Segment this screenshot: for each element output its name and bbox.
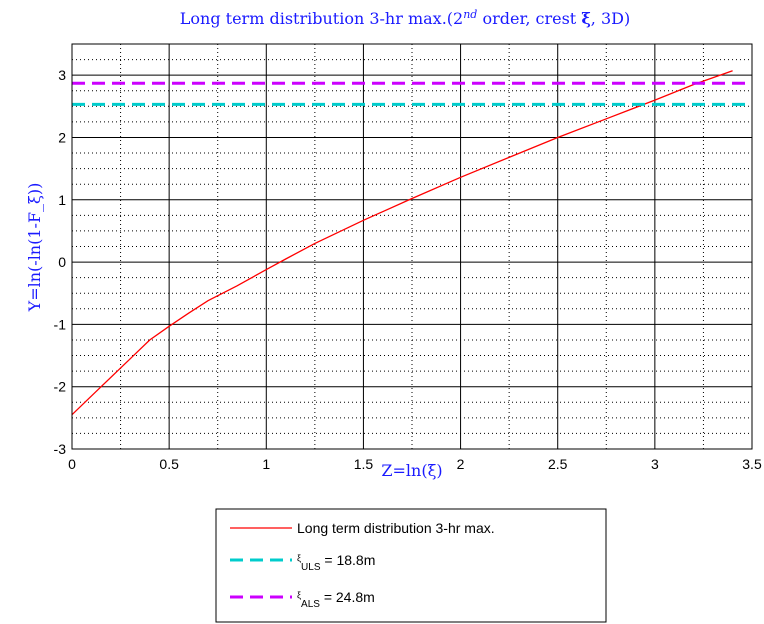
legend-label-2: ξULS = 18.8m [297,552,375,573]
title-xi-symbol: ξ [581,9,590,28]
x-tick-label: 1 [262,456,270,472]
legend: Long term distribution 3-hr max. ξULS = 1… [215,508,607,623]
y-axis-label: Y=ln(-ln(1-F_ξ)) [25,183,44,313]
y-tick-label: 2 [58,129,66,145]
x-axis-label: Z=ln(ξ) [381,461,442,480]
x-tick-label: 3 [651,456,659,472]
title-superscript: nd [463,8,477,21]
x-tick-label: 0.5 [159,456,179,472]
y-tick-label: 3 [58,67,66,83]
plot-frame [71,43,753,450]
x-tick-label: 2 [457,456,465,472]
x-tick-label: 1.5 [354,456,374,472]
chart-title: Long term distribution 3-hr max.(2nd ord… [180,8,630,28]
y-tick-label: -1 [54,316,67,332]
title-prefix: Long term distribution 3-hr max.(2 [180,9,463,28]
y-tick-label: -2 [54,379,67,395]
title-end: , 3D) [591,9,630,28]
title-suffix: order, crest [477,9,581,28]
x-tick-label: 0 [68,456,76,472]
y-tick-label: -3 [54,441,67,457]
series-group [71,70,752,416]
x-tick-label: 3.5 [742,456,762,472]
y-tick-label: 0 [58,254,66,270]
tick-labels: 0 0.5 1 1.5 2 2.5 3 3.5 -3 -2 -1 0 1 2 3 [54,67,762,472]
legend-label-1: Long term distribution 3-hr max. [297,520,495,536]
series-line-long-term-distribution-3-hr-max [71,70,733,416]
y-tick-label: 1 [58,192,66,208]
legend-label-3: ξALS = 24.8m [297,589,375,610]
x-tick-label: 2.5 [548,456,568,472]
